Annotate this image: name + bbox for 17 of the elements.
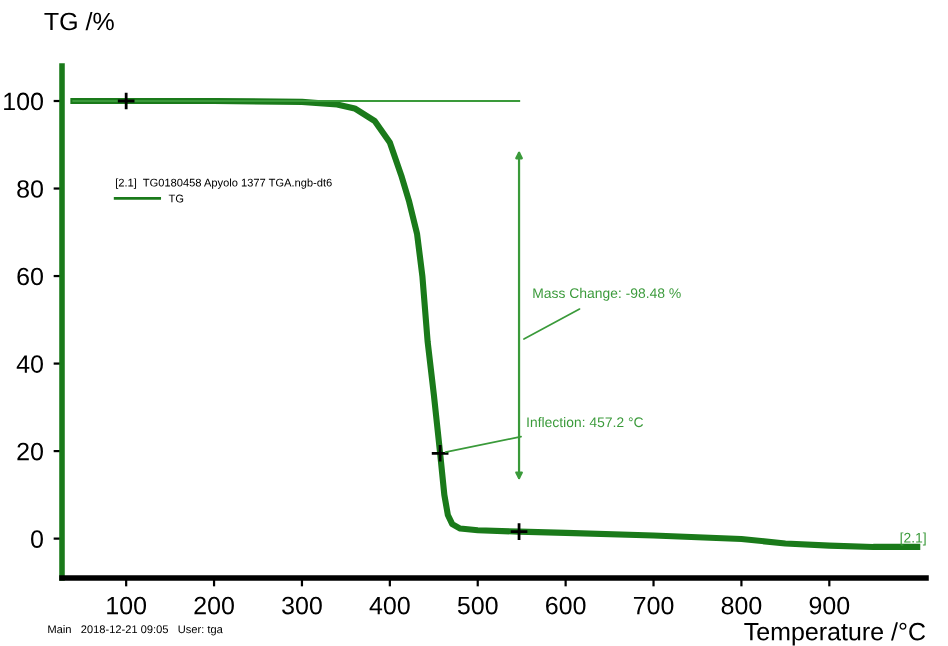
y-tick-label: 0 (31, 530, 43, 548)
y-tick-label: 20 (17, 442, 43, 461)
x-tick-label: 500 (457, 596, 498, 615)
x-axis-title: Temperature /°C (744, 622, 926, 646)
x-tick-label: 600 (546, 596, 586, 615)
x-tick-label: 100 (107, 596, 147, 615)
y-tick-label: 100 (4, 92, 43, 111)
x-tick-label: 200 (194, 596, 234, 615)
y-tick-label: 60 (17, 267, 43, 286)
x-tick-label: 400 (369, 596, 410, 615)
y-tick-label: 40 (16, 355, 43, 373)
x-tick-label: 300 (282, 596, 322, 615)
y-axis-title: TG /% (44, 11, 114, 31)
y-tick-label: 80 (17, 180, 43, 198)
x-tick-label: 900 (809, 596, 850, 615)
x-tick-label: 800 (721, 596, 762, 615)
x-tick-label: 700 (633, 596, 674, 615)
